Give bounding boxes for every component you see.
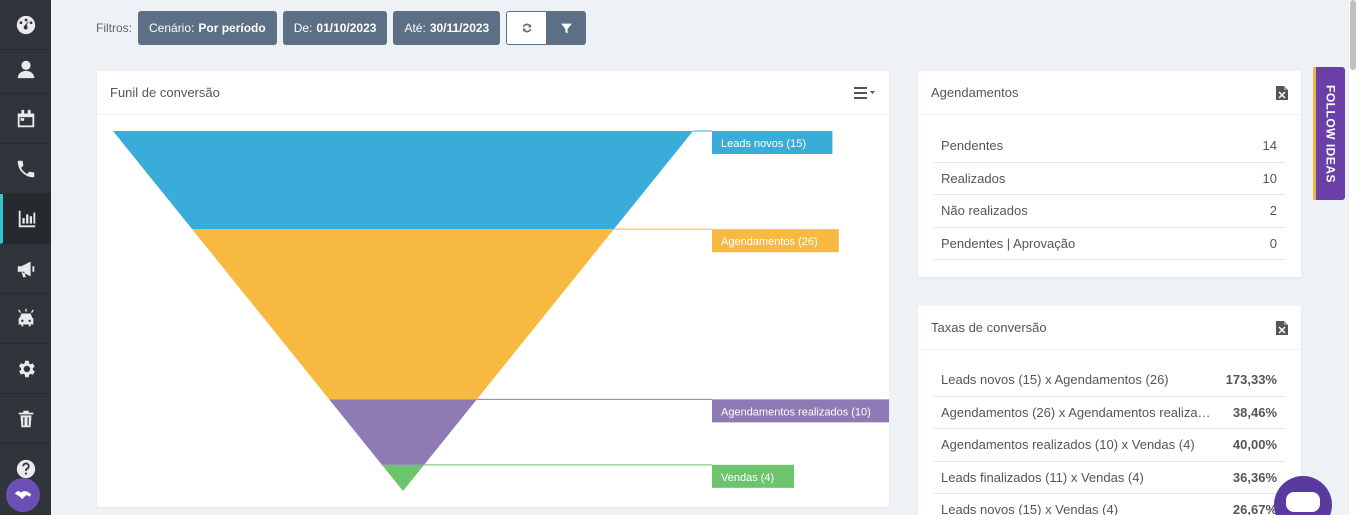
chat-widget-button[interactable] bbox=[1274, 476, 1332, 515]
funnel-label: Vendas (4) bbox=[721, 472, 774, 484]
taxas-table: Leads novos (15) x Agendamentos (26) 173,… bbox=[933, 364, 1285, 515]
row-label: Pendentes | Aprovação bbox=[941, 235, 1076, 251]
chat-icon bbox=[1286, 492, 1320, 512]
trash-icon bbox=[18, 410, 33, 427]
funnel-label-box bbox=[712, 399, 889, 423]
to-date-chip[interactable]: Até: 30/11/2023 bbox=[393, 11, 501, 45]
nav-phone[interactable] bbox=[0, 144, 51, 194]
nav-users[interactable] bbox=[0, 44, 51, 94]
bar-chart-icon bbox=[18, 210, 36, 227]
row-label: Agendamentos (26) x Agendamentos realiza… bbox=[941, 404, 1211, 420]
scenario-prefix: Cenário: bbox=[149, 21, 195, 35]
row-label: Leads novos (15) x Vendas (4) bbox=[941, 502, 1119, 515]
filter-actions bbox=[506, 11, 587, 45]
nav-settings[interactable] bbox=[0, 344, 51, 394]
row-label: Realizados bbox=[941, 170, 1006, 186]
phone-icon bbox=[17, 160, 34, 177]
funnel-label: Agendamentos (26) bbox=[721, 236, 818, 248]
row-label: Agendamentos realizados (10) x Vendas (4… bbox=[941, 437, 1195, 453]
row-value: 14 bbox=[1262, 138, 1277, 154]
table-row: Realizados 10 bbox=[933, 163, 1285, 195]
funnel-label: Agendamentos realizados (10) bbox=[721, 406, 871, 418]
dashboard-icon bbox=[16, 15, 35, 34]
row-label: Leads finalizados (11) x Vendas (4) bbox=[941, 469, 1144, 485]
car-icon bbox=[17, 308, 34, 326]
row-value: 10 bbox=[1262, 170, 1277, 186]
filters-label: Filtros: bbox=[96, 21, 132, 35]
table-row: Leads finalizados (11) x Vendas (4) 36,36… bbox=[933, 462, 1285, 494]
row-label: Não realizados bbox=[941, 203, 1028, 219]
table-row: Leads novos (15) x Vendas (4) 26,67% bbox=[933, 494, 1285, 515]
nav-reports[interactable] bbox=[0, 194, 51, 244]
row-value: 40,00% bbox=[1232, 437, 1277, 453]
nav-calendar[interactable] bbox=[0, 94, 51, 144]
follow-ideas-label: FOLLOW IDEAS bbox=[1323, 84, 1338, 183]
funnel-label-box bbox=[712, 464, 794, 488]
row-value: 38,46% bbox=[1232, 404, 1277, 420]
row-value: 26,67% bbox=[1232, 502, 1277, 515]
hamburger-menu-icon[interactable] bbox=[854, 86, 876, 100]
funnel-panel: Funil de conversão Leads novos (15) Agend… bbox=[97, 71, 889, 507]
nav-help[interactable] bbox=[0, 444, 51, 494]
gear-icon bbox=[18, 360, 35, 377]
to-value: 30/11/2023 bbox=[429, 21, 490, 35]
scenario-value: Por período bbox=[198, 21, 266, 35]
table-row: Não realizados 2 bbox=[933, 195, 1285, 228]
taxas-header: Taxas de conversão bbox=[918, 306, 1301, 350]
nav-dashboard[interactable] bbox=[0, 0, 51, 50]
funnel-stage[interactable] bbox=[329, 399, 477, 465]
funnel-label-box bbox=[712, 229, 839, 253]
row-value: 173,33% bbox=[1225, 372, 1277, 388]
row-label: Leads novos (15) x Agendamentos (26) bbox=[941, 372, 1169, 388]
excel-export-icon[interactable] bbox=[1276, 85, 1288, 100]
nav-campaigns[interactable] bbox=[0, 244, 51, 294]
follow-ideas-tab[interactable]: FOLLOW IDEAS bbox=[1313, 67, 1345, 200]
table-row: Agendamentos (26) x Agendamentos realiza… bbox=[933, 397, 1285, 429]
scenario-filter-chip[interactable]: Cenário: Por período bbox=[138, 11, 277, 45]
funnel-title: Funil de conversão bbox=[110, 85, 220, 100]
sidebar bbox=[0, 0, 51, 515]
from-value: 01/10/2023 bbox=[316, 21, 377, 35]
funnel-chart: Leads novos (15) Agendamentos (26) Agendam… bbox=[113, 130, 889, 491]
handshake-icon bbox=[14, 490, 32, 500]
page-scrollbar[interactable] bbox=[1349, 0, 1357, 515]
row-value: 2 bbox=[1269, 203, 1277, 219]
filters-bar: Filtros: Cenário: Por período De: 01/10/… bbox=[96, 11, 587, 45]
funnel-stage[interactable] bbox=[192, 229, 614, 400]
table-row: Leads novos (15) x Agendamentos (26) 173,… bbox=[933, 364, 1285, 397]
help-icon bbox=[16, 459, 35, 479]
excel-export-icon[interactable] bbox=[1276, 320, 1288, 335]
nav-vehicles[interactable] bbox=[0, 294, 51, 344]
calendar-icon bbox=[17, 109, 34, 127]
agendamentos-title: Agendamentos bbox=[931, 85, 1019, 100]
row-value: 0 bbox=[1269, 235, 1277, 251]
funnel-stage[interactable] bbox=[113, 131, 693, 230]
funnel-label: Leads novos (15) bbox=[721, 138, 806, 150]
nav-trash[interactable] bbox=[0, 394, 51, 444]
agendamentos-table: Pendentes 14 Realizados 10 Não realizados 2 Pe… bbox=[933, 130, 1285, 260]
handshake-avatar[interactable] bbox=[6, 478, 40, 512]
scrollbar-thumb[interactable] bbox=[1350, 0, 1356, 70]
to-prefix: Até: bbox=[404, 21, 426, 35]
refresh-icon bbox=[522, 23, 532, 33]
funnel-stage[interactable] bbox=[381, 464, 425, 491]
filter-button[interactable] bbox=[546, 11, 587, 45]
taxas-title: Taxas de conversão bbox=[931, 320, 1047, 335]
taxas-panel: Taxas de conversão Leads novos (15) x Ag… bbox=[918, 306, 1301, 515]
from-prefix: De: bbox=[293, 21, 313, 35]
table-row: Pendentes 14 bbox=[933, 130, 1285, 163]
table-row: Agendamentos realizados (10) x Vendas (4… bbox=[933, 429, 1285, 462]
funnel-label-box bbox=[712, 131, 833, 154]
from-date-chip[interactable]: De: 01/10/2023 bbox=[282, 11, 388, 45]
agendamentos-header: Agendamentos bbox=[918, 71, 1301, 115]
table-row: Pendentes | Aprovação 0 bbox=[933, 228, 1285, 260]
funnel-panel-header: Funil de conversão bbox=[97, 71, 889, 115]
row-value: 36,36% bbox=[1232, 469, 1277, 485]
refresh-button[interactable] bbox=[506, 11, 547, 45]
megaphone-icon bbox=[17, 261, 34, 277]
row-label: Pendentes bbox=[941, 138, 1004, 154]
user-icon bbox=[17, 60, 34, 78]
funnel-filter-icon bbox=[560, 23, 572, 33]
agendamentos-panel: Agendamentos Pendentes 14 Realizados 10 Não … bbox=[918, 71, 1301, 277]
